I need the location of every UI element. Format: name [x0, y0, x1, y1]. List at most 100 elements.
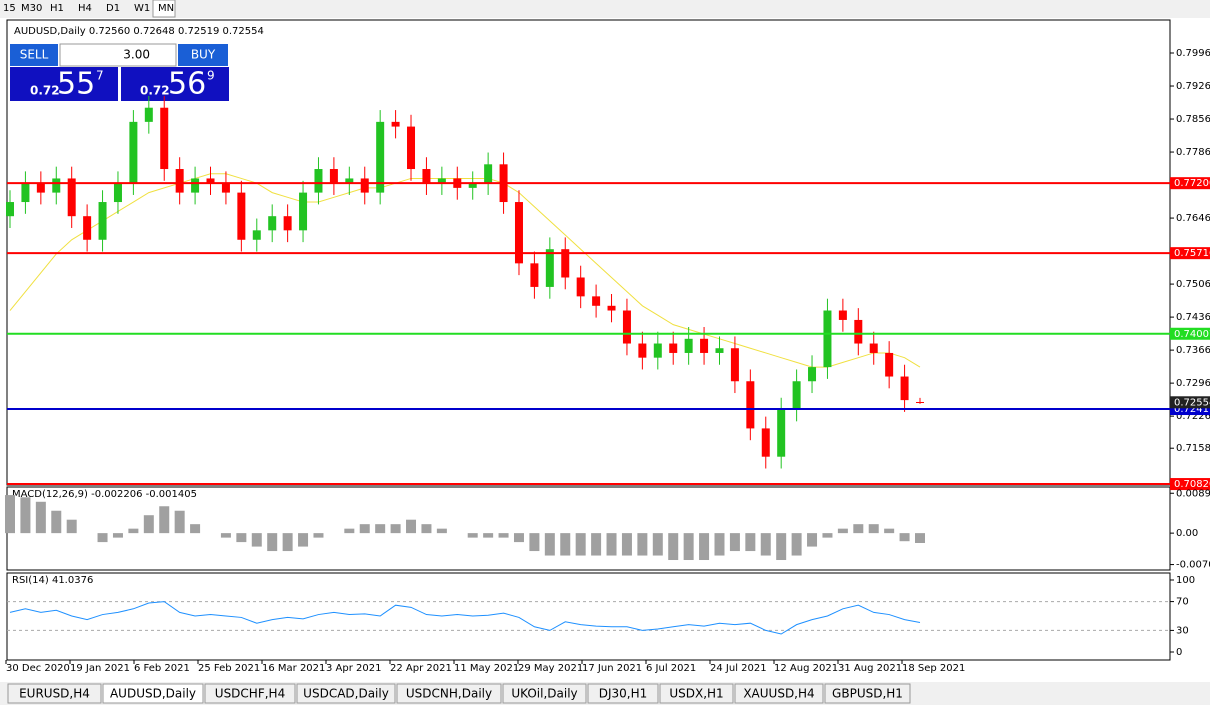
x-tick-label: 25 Feb 2021	[198, 663, 260, 674]
candle-body	[314, 169, 323, 193]
macd-bar	[668, 533, 679, 561]
macd-bar	[729, 533, 740, 552]
macd-bar	[683, 533, 694, 561]
macd-bar	[51, 510, 62, 534]
toolbar	[0, 0, 1210, 18]
candle-body	[653, 343, 662, 358]
x-tick-label: 18 Sep 2021	[902, 663, 965, 674]
candle-body	[700, 338, 709, 353]
candle-body	[268, 216, 277, 231]
buy-label: BUY	[191, 48, 216, 62]
timeframe-button[interactable]: W1	[134, 3, 150, 14]
macd-bar	[344, 528, 355, 534]
candle-body	[530, 263, 539, 287]
macd-tick-label: 0.008904	[1176, 488, 1210, 499]
timeframe-button[interactable]: H4	[78, 3, 92, 14]
sell-label: SELL	[20, 48, 49, 62]
candle-body	[283, 216, 292, 231]
candle-body	[129, 121, 138, 184]
lots-input[interactable]	[59, 43, 177, 67]
ask-prefix: 0.72	[140, 84, 170, 98]
bid-box[interactable]	[10, 67, 118, 101]
tab[interactable]: DJ30,H1	[587, 683, 659, 704]
candle-body	[484, 164, 493, 184]
candle-body	[98, 202, 107, 240]
tab-label: DJ30,H1	[599, 687, 648, 701]
sell-button[interactable]	[10, 44, 58, 66]
macd-tick-label: 0.00	[1176, 528, 1198, 539]
level-badge	[1170, 327, 1210, 340]
candle-body	[684, 338, 693, 353]
macd-bar	[267, 533, 278, 552]
tab[interactable]: XAUUSD,H4	[734, 683, 824, 704]
level-label: 0.72411	[1174, 404, 1210, 415]
tab-background	[587, 683, 659, 704]
chart-title: AUDUSD,Daily 0.72560 0.72648 0.72519 0.7…	[14, 26, 264, 37]
macd-bar	[421, 524, 432, 534]
tab-label: UKOil,Daily	[511, 687, 577, 701]
rsi-line	[9, 601, 921, 635]
tab-background	[659, 683, 734, 704]
tab-background	[396, 683, 502, 704]
macd-bar	[112, 533, 123, 538]
tab[interactable]: UKOil,Daily	[502, 683, 587, 704]
tab[interactable]: USDCAD,Daily	[296, 683, 396, 704]
candle-body	[345, 178, 354, 184]
timeframe-button[interactable]: 15	[3, 3, 16, 14]
candle-body	[561, 249, 570, 278]
macd-bar	[313, 533, 324, 538]
level-label: 0.74007	[1174, 329, 1210, 340]
macd-bar	[236, 533, 247, 543]
timeframe-button[interactable]: D1	[106, 3, 120, 14]
candle-body	[808, 367, 817, 382]
macd-bar	[776, 533, 787, 561]
tab[interactable]: USDCNH,Daily	[396, 683, 502, 704]
candle-body	[360, 178, 369, 193]
tab-label: USDCHF,H4	[215, 687, 285, 701]
macd-bar	[467, 533, 478, 538]
tab-background	[204, 683, 296, 704]
tab[interactable]: USDCHF,H4	[204, 683, 296, 704]
candle-body	[36, 183, 45, 193]
tab[interactable]: EURUSD,H4	[7, 683, 102, 704]
rsi-tick-label: 70	[1176, 597, 1189, 608]
candle-body	[761, 428, 770, 457]
rsi-tick-label: 0	[1176, 647, 1182, 658]
current-price-badge	[1170, 396, 1210, 409]
buy-button[interactable]	[178, 44, 228, 66]
macd-bar	[359, 524, 370, 534]
tab-background	[296, 683, 396, 704]
candle-body	[777, 409, 786, 457]
candle-body	[83, 216, 92, 240]
rsi-frame	[6, 572, 1171, 661]
candle-body	[52, 178, 61, 193]
timeframe-button[interactable]: M30	[21, 3, 42, 14]
tab[interactable]: USDX,H1	[659, 683, 734, 704]
tab-label: AUDUSD,Daily	[110, 687, 196, 701]
ask-box[interactable]	[121, 67, 229, 101]
macd-bar	[591, 533, 602, 556]
timeframe-button[interactable]: MN	[158, 3, 174, 14]
tab[interactable]: AUDUSD,Daily	[102, 683, 204, 704]
macd-bar	[390, 524, 401, 534]
timeframe-button[interactable]: H1	[50, 3, 64, 14]
candle-body	[407, 126, 416, 170]
macd-bar	[220, 533, 231, 538]
candle-body	[607, 305, 616, 311]
tab-label: USDCNH,Daily	[406, 687, 492, 701]
macd-bar	[822, 533, 833, 538]
macd-bar	[915, 533, 925, 543]
ask-fraction: 9	[207, 69, 215, 83]
x-tick-label: 11 May 2021	[454, 663, 519, 674]
tab-background	[824, 683, 911, 704]
tab[interactable]: GBPUSD,H1	[824, 683, 911, 704]
